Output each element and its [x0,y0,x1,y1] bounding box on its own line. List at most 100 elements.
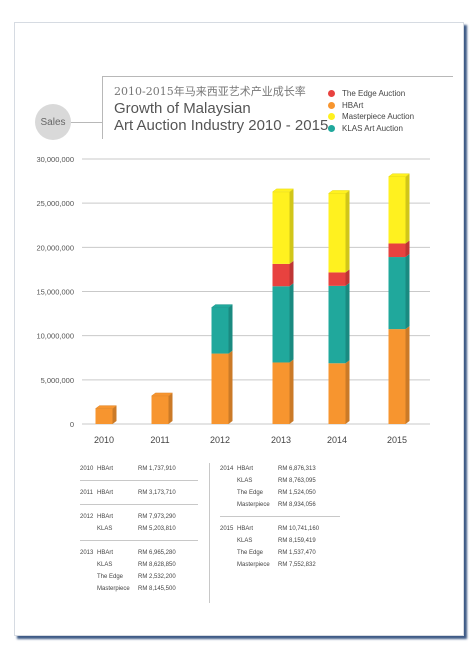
bar-top-cap [327,190,351,194]
bar-segment [211,307,229,354]
bar-segment-side [405,254,410,330]
table-row: Masterpiece RM 7,552,832 [220,559,340,571]
bar-segment-side [345,190,350,273]
table-row: 2012 HBArt RM 7,973,290 [80,511,198,523]
table-auction-name: HBArt [97,490,114,496]
chart-title: Growth of Malaysian Art Auction Industry… [114,100,328,134]
table-year: 2010 [80,466,94,472]
table-row: 2011 HBArt RM 3,173,710 [80,487,198,499]
table-amount: RM 5,203,810 [138,526,176,532]
table-amount: RM 8,763,095 [278,478,316,484]
bar-segment [272,362,290,424]
bar-segment [328,285,346,364]
bar-segment-side [345,360,350,424]
chart-title-line-1: Growth of Malaysian [114,100,251,117]
bar-segment [388,176,406,244]
legend-label-hbart: HBArt [342,100,364,110]
table-row: KLAS RM 8,628,850 [80,559,198,571]
x-tick-label: 2010 [94,435,114,445]
table-row: KLAS RM 8,763,095 [220,475,340,487]
bar-segment-side [289,260,294,287]
bar-segment-side [289,188,294,264]
x-tick-label: 2011 [150,435,169,445]
bar-segment-side [228,304,233,354]
x-tick-label: 2014 [327,435,347,445]
y-tick-label: 20,000,000 [36,243,74,252]
y-tick-label: 25,000,000 [36,199,74,208]
table-separator [220,516,340,517]
bar-segment-side [405,173,410,244]
table-auction-name: KLAS [237,538,253,544]
table-amount: RM 1,524,050 [278,490,316,496]
legend-label-masterpiece: Masterpiece Auction [342,112,415,122]
bar-segment [388,243,406,258]
bar-segment [272,191,290,264]
bar-segment [388,329,406,424]
table-auction-name: HBArt [97,550,114,556]
table-year: 2012 [80,514,94,520]
table-amount: RM 8,628,850 [138,562,176,568]
sales-table-left: 2010 HBArt RM 1,737,910 2011 HBArt RM 3,173,7… [80,463,198,595]
table-amount: RM 1,537,470 [278,550,316,556]
chart-title-chinese: 2010-2015年马来西亚艺术产业成长率 [114,85,306,98]
table-row: KLAS RM 5,203,810 [80,523,198,535]
bar-segment [151,395,169,424]
y-tick-label: 15,000,000 [36,288,74,297]
badge-connector-line [71,122,103,123]
table-separator [80,540,198,541]
legend: The Edge Auction HBArt Masterpiece Aucti… [328,88,414,134]
table-amount: RM 6,965,280 [138,550,176,556]
bar-segment-side [345,282,350,364]
y-tick-label: 10,000,000 [36,332,74,341]
bar-segment [272,263,290,287]
table-separator [80,480,198,481]
table-auction-name: KLAS [237,478,253,484]
legend-label-the-edge: The Edge Auction [342,89,406,99]
bar-segment [328,272,346,286]
bar-top-cap [150,392,174,397]
table-row: The Edge RM 2,532,200 [80,571,198,583]
table-amount: RM 1,737,910 [138,466,176,472]
bar-segment [211,353,229,424]
table-amount: RM 3,173,710 [138,490,176,496]
legend-swatch-masterpiece [328,113,335,121]
chart-title-line-2: Art Auction Industry 2010 - 2015 [114,117,329,134]
bar-segment-side [405,240,410,258]
table-amount: RM 8,934,056 [278,502,316,508]
table-auction-name: Masterpiece [97,586,130,592]
table-row: The Edge RM 1,524,050 [220,487,340,499]
bar-segment [388,257,406,330]
bar-segment [328,193,346,273]
table-year: 2013 [80,550,94,556]
bar-segment [328,363,346,424]
table-auction-name: The Edge [97,574,124,580]
table-auction-name: HBArt [237,466,254,472]
table-row: Masterpiece RM 8,145,500 [80,583,198,595]
table-auction-name: KLAS [97,562,113,568]
table-amount: RM 2,532,200 [138,574,176,580]
sales-badge: Sales [35,104,71,140]
bar-top-cap [271,188,295,193]
bar-segment-side [289,283,294,363]
table-amount: RM 8,159,419 [278,538,316,544]
table-separator [80,504,198,505]
table-auction-name: HBArt [237,526,254,532]
bar-segment-side [228,350,233,424]
y-tick-label: 30,000,000 [36,155,74,164]
table-auction-name: The Edge [237,550,264,556]
bar-top-cap [210,304,234,308]
table-auction-name: Masterpiece [237,562,270,568]
bar-segment [95,408,113,424]
legend-swatch-klas [328,124,335,132]
table-year: 2011 [80,490,93,496]
x-tick-label: 2012 [210,435,230,445]
legend-item-hbart: HBArt [328,100,414,112]
table-row: The Edge RM 1,537,470 [220,547,340,559]
x-tick-label: 2013 [271,435,291,445]
table-auction-name: KLAS [97,526,113,532]
bar-segment-side [405,326,410,424]
bar-segment-side [112,405,117,424]
legend-item-masterpiece: Masterpiece Auction [328,111,414,123]
table-auction-name: HBArt [97,466,114,472]
bar-segment-side [289,359,294,424]
